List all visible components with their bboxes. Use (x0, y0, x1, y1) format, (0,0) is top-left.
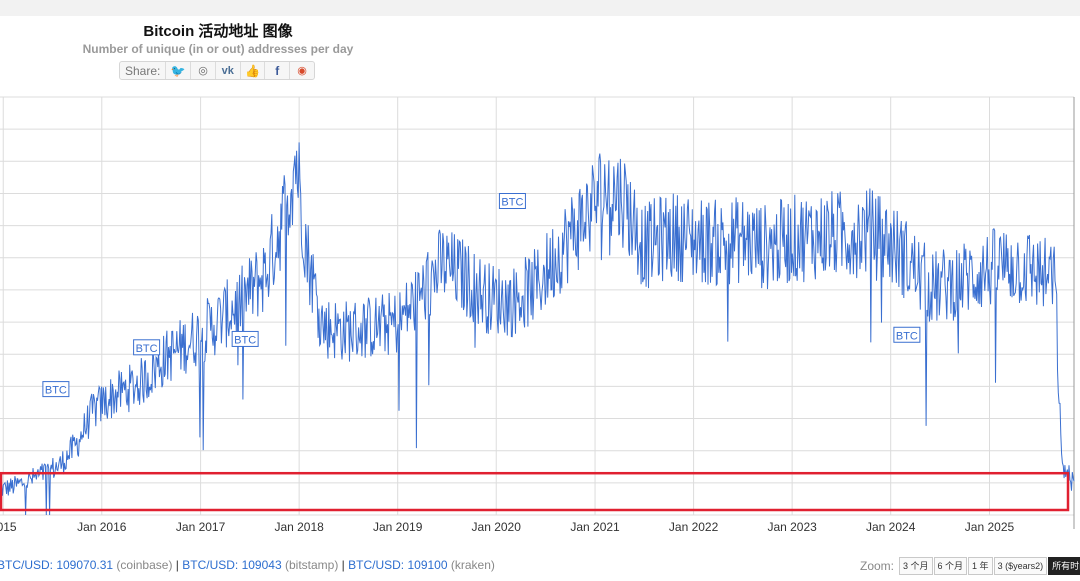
x-tick-label: Jan 2023 (767, 520, 817, 534)
x-tick-label: Jan 2018 (274, 520, 324, 534)
ticker-price-coinbase[interactable]: BTC/USD: 109070.31 (0, 558, 114, 572)
x-tick-label: Jan 2022 (669, 520, 719, 534)
zoom-3m-button[interactable]: 3 个月 (899, 557, 933, 575)
x-tick-label: 2015 (0, 520, 17, 534)
zoom-all-button[interactable]: 所有时间 (1048, 557, 1080, 575)
zoom-label: Zoom: (860, 559, 895, 573)
ticker-separator: | (175, 558, 179, 572)
facebook-icon[interactable]: f (264, 62, 289, 79)
x-tick-label: Jan 2024 (866, 520, 916, 534)
like-icon[interactable]: 👍 (239, 62, 265, 79)
btc-flag-label: BTC (896, 330, 918, 342)
vk-icon[interactable]: vk (214, 62, 240, 79)
zoom-1y-button[interactable]: 1 年 (968, 557, 993, 575)
x-tick-label: Jan 2021 (570, 520, 620, 534)
btc-flag-box (133, 339, 161, 356)
ticker-price-kraken[interactable]: BTC/USD: 109100 (348, 558, 448, 572)
chart-title: Bitcoin 活动地址 图像 (143, 23, 293, 40)
btc-flag-box (231, 330, 259, 347)
x-tick-label: Jan 2020 (472, 520, 522, 534)
twitter-icon[interactable]: 🐦 (165, 62, 190, 79)
chart-subtitle: Number of unique (in or out) addresses p… (82, 42, 354, 56)
zoom-3y-button[interactable]: 3 ($years2) (993, 557, 1048, 575)
chart-area: 2015 Jan 2016 Jan 2017 Jan 2018 Jan 2019 Jan … (0, 96, 1075, 534)
ticker-source-bitstamp: (bitstamp) (284, 558, 339, 572)
ticker-source-coinbase: (coinbase) (116, 558, 173, 572)
ticker-separator: | (341, 558, 345, 572)
share-bar: Share: 🐦 ◎ vk 👍 f ◉ (119, 61, 315, 80)
ticker-price-bitstamp[interactable]: BTC/USD: 109043 (182, 558, 282, 572)
x-tick-label: Jan 2016 (77, 520, 127, 534)
series-line (0, 142, 1075, 516)
btc-flag-label: BTC (45, 385, 67, 397)
highlight-box (0, 471, 1070, 512)
btc-flag-box (498, 193, 526, 209)
zoom-6m-button[interactable]: 6 个月 (933, 557, 968, 575)
x-tick-label: Jan 2019 (373, 520, 423, 534)
btc-flag-box (893, 326, 921, 343)
btc-flag-label: BTC (501, 197, 523, 209)
x-tick-label: Jan 2025 (965, 520, 1015, 534)
btc-flag-box (42, 381, 70, 398)
weibo-icon[interactable]: ◉ (289, 62, 314, 79)
x-tick-label: Jan 2017 (176, 520, 226, 534)
btc-flag-label: BTC (136, 343, 158, 355)
btc-flag-label: BTC (234, 334, 256, 346)
share-label: Share: (125, 63, 161, 78)
price-ticker: BTC/USD: 109070.31 (coinbase) | BTC/USD:… (0, 558, 495, 572)
reddit-icon[interactable]: ◎ (190, 62, 215, 79)
zoom-control: Zoom: 3 个月 6 个月 1 年 3 ($years2) 所有时间 (860, 557, 1080, 575)
ticker-source-kraken: (kraken) (450, 558, 495, 572)
top-band (0, 0, 1080, 16)
